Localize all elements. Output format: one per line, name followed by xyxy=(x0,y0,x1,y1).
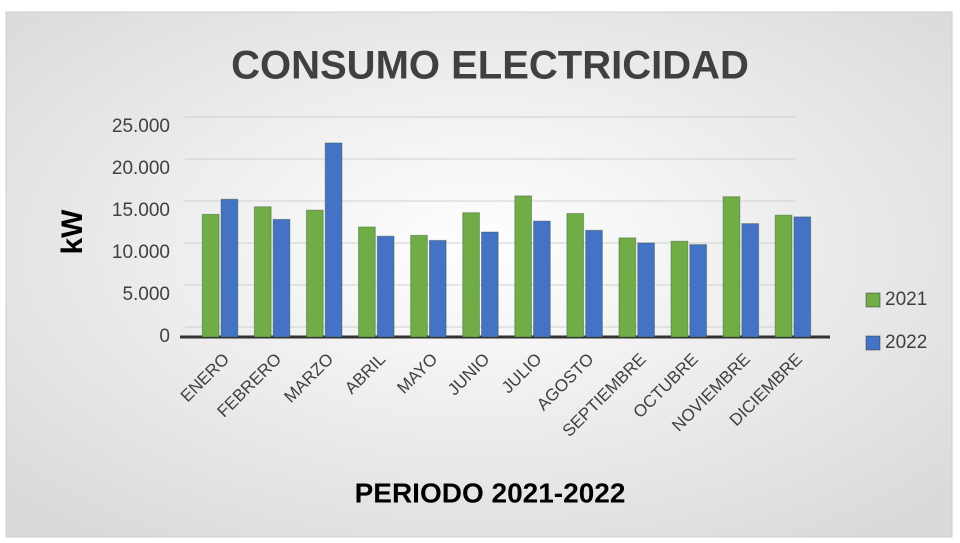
y-axis-title: kW xyxy=(56,209,89,255)
bar xyxy=(220,198,239,338)
chart-title: CONSUMO ELECTRICIDAD xyxy=(231,44,749,88)
bar xyxy=(201,213,220,338)
y-tick-label: 5.000 xyxy=(122,284,170,305)
bar xyxy=(689,244,708,338)
bar xyxy=(410,234,428,338)
bar xyxy=(358,226,376,338)
bar xyxy=(462,212,480,338)
bar xyxy=(533,220,551,338)
bar xyxy=(741,223,760,338)
bar xyxy=(376,235,395,338)
bar xyxy=(722,196,741,338)
x-axis-title: PERIODO 2021-2022 xyxy=(355,477,626,508)
bar xyxy=(253,206,272,338)
bar xyxy=(585,229,603,338)
y-tick-label: 0 xyxy=(159,326,170,347)
y-tick-label: 15.000 xyxy=(112,200,170,221)
bar xyxy=(305,209,324,338)
legend-swatch xyxy=(865,335,881,351)
bar xyxy=(272,218,291,338)
bar xyxy=(514,195,533,338)
bar xyxy=(637,242,655,338)
bar xyxy=(793,216,812,338)
y-tick-label: 20.000 xyxy=(112,158,170,179)
bar xyxy=(670,240,689,338)
bar xyxy=(428,239,447,338)
legend-label: 2021 xyxy=(885,289,927,310)
bar xyxy=(324,142,343,338)
bar xyxy=(480,231,499,338)
legend-swatch xyxy=(865,292,881,308)
bar xyxy=(566,213,585,338)
bar xyxy=(618,237,637,338)
bar xyxy=(774,214,793,338)
y-tick-label: 10.000 xyxy=(112,242,170,263)
legend-label: 2022 xyxy=(885,332,927,353)
y-tick-label: 25.000 xyxy=(112,116,170,137)
